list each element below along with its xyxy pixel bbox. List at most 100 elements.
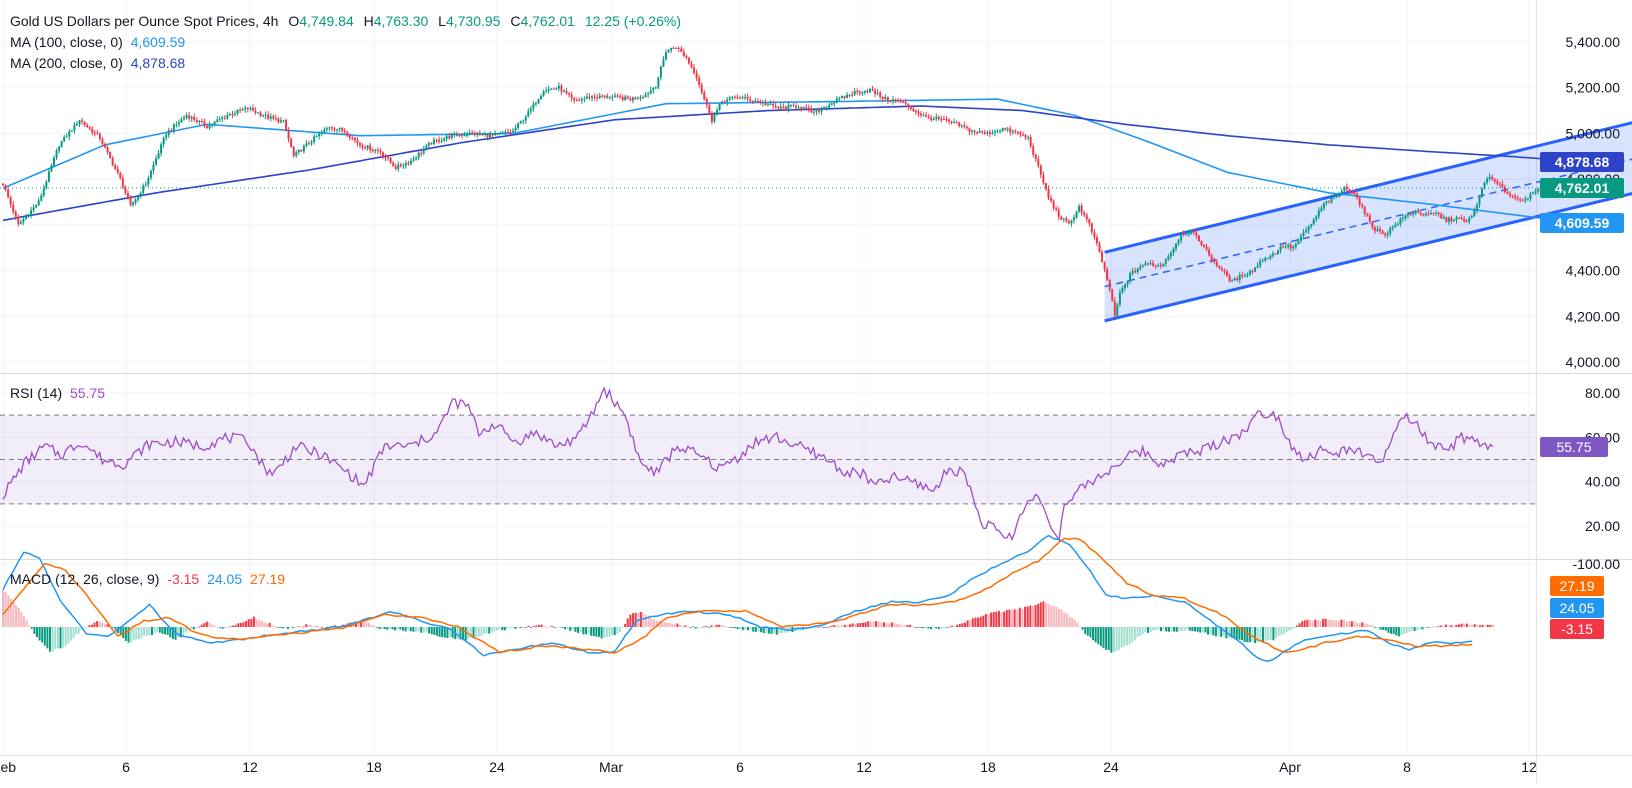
candle-body <box>601 95 604 97</box>
candle <box>1044 182 1047 191</box>
macd-histogram-bar <box>728 627 731 628</box>
candle-body <box>1363 206 1366 214</box>
candle <box>940 116 943 123</box>
candle <box>1279 243 1282 254</box>
candle <box>1521 198 1524 202</box>
macd-histogram-bar <box>971 618 974 627</box>
candle <box>772 100 775 109</box>
candle <box>1366 212 1369 217</box>
candle-body <box>73 124 76 131</box>
macd-histogram-bar <box>409 627 412 632</box>
macd-histogram-bar <box>1400 627 1403 636</box>
price-tick-label: 5,000.00 <box>1566 125 1621 141</box>
candle <box>1266 257 1269 260</box>
candle <box>468 129 471 136</box>
candle-body <box>109 151 112 158</box>
candle-body <box>858 91 861 94</box>
macd-histogram-bar <box>885 622 888 627</box>
macd-histogram-bar <box>1350 621 1353 627</box>
candle <box>170 128 173 133</box>
candle-body <box>1223 270 1226 272</box>
candle <box>769 100 772 106</box>
macd-histogram-bar <box>1316 620 1319 627</box>
macd-histogram-bar <box>1319 620 1322 627</box>
candle-body <box>570 94 573 98</box>
candle <box>937 115 940 121</box>
macd-histogram-bar <box>313 626 316 628</box>
candle <box>55 148 58 161</box>
candle-body <box>922 115 925 117</box>
candle <box>1361 202 1364 209</box>
candle-body <box>392 162 395 167</box>
candle-body <box>101 139 104 145</box>
macd-histogram-bar <box>574 627 577 632</box>
candle <box>863 90 866 95</box>
macd-histogram-bar <box>381 627 384 630</box>
candle-body <box>1085 215 1088 220</box>
candle <box>542 89 545 97</box>
candle <box>904 98 907 106</box>
candle <box>1164 258 1167 267</box>
candle <box>1172 247 1175 256</box>
macd-histogram-bar <box>514 627 517 629</box>
candle-body <box>198 120 201 122</box>
candle-body <box>1129 273 1132 282</box>
candle-body <box>1353 193 1356 195</box>
macd-histogram-bar <box>300 626 302 628</box>
macd-histogram-bar <box>401 627 404 631</box>
macd-histogram-bar <box>49 627 52 652</box>
candle-body <box>1108 279 1111 290</box>
x-tick-label: 18 <box>980 759 996 775</box>
macd-histogram-bar <box>459 627 462 640</box>
candle <box>1409 212 1412 217</box>
candle-body <box>4 185 7 190</box>
candle-body <box>1016 132 1019 134</box>
candle-body <box>22 219 25 222</box>
macd-histogram-bar <box>263 622 266 627</box>
candle-body <box>993 131 996 133</box>
candle-body <box>504 131 507 133</box>
candle-body <box>68 131 71 137</box>
candle <box>1470 214 1473 219</box>
candle-body <box>1103 262 1106 270</box>
candle <box>965 125 968 131</box>
candle <box>466 131 469 138</box>
macd-histogram-bar <box>828 626 831 628</box>
candle <box>705 96 708 109</box>
candle-body <box>14 212 17 217</box>
candle <box>167 127 170 138</box>
candle-body <box>185 115 188 118</box>
candle <box>920 111 922 118</box>
macd-histogram-bar <box>1238 627 1241 640</box>
candle <box>471 129 474 136</box>
candle <box>1027 135 1030 141</box>
macd-histogram-bar <box>404 627 407 632</box>
candle-body <box>1134 271 1137 273</box>
candle-body <box>111 157 114 166</box>
macd-histogram-bar <box>673 624 676 627</box>
macd-histogram-bar <box>1063 612 1066 627</box>
candle <box>1050 194 1053 203</box>
macd-histogram-bar <box>689 627 692 628</box>
candle-body <box>430 143 433 145</box>
channel-upper-line <box>1104 121 1632 254</box>
candle <box>1414 209 1417 216</box>
macd-histogram-bar <box>1356 622 1359 627</box>
candle <box>968 127 971 136</box>
main-legend: Gold US Dollars per Ounce Spot Prices, 4… <box>10 13 681 71</box>
candle <box>200 118 203 124</box>
candle <box>565 88 568 95</box>
macd-histogram-bar <box>156 627 159 632</box>
candle <box>767 101 769 107</box>
macd-histogram-bar <box>297 626 300 628</box>
macd-histogram-bar <box>995 611 998 627</box>
candle-body <box>134 199 137 203</box>
candle-body <box>960 125 963 127</box>
candle <box>381 151 384 160</box>
macd-line-badge-text: 24.05 <box>1559 600 1594 616</box>
macd-histogram-bar <box>537 625 540 627</box>
candle <box>389 156 392 164</box>
macd-histogram-bar <box>924 627 927 629</box>
candle-body <box>1424 213 1427 216</box>
candle-body <box>670 48 673 51</box>
